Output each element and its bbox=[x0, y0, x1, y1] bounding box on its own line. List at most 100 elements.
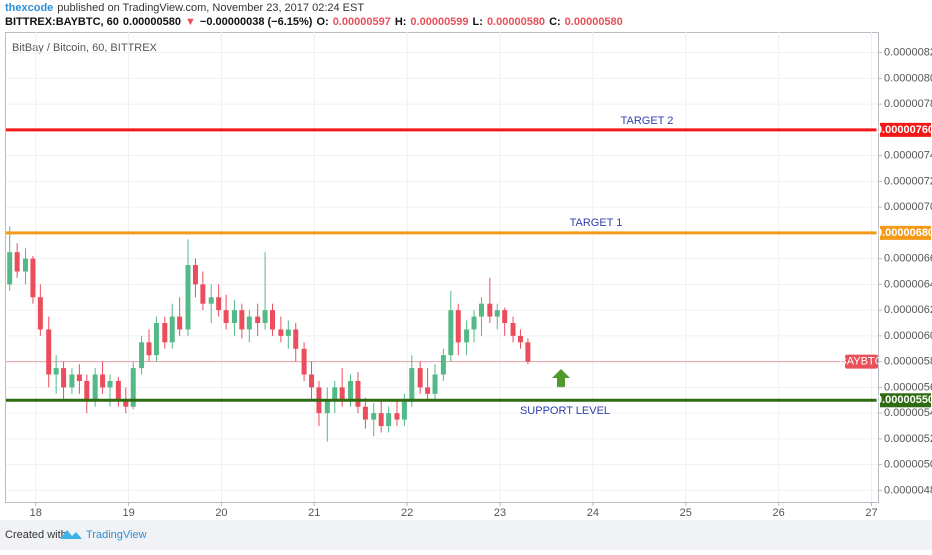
candle-body bbox=[200, 284, 206, 304]
header-text: O: bbox=[316, 16, 328, 28]
candle-body bbox=[432, 374, 438, 394]
candle-body bbox=[301, 348, 307, 375]
level-value-label: 0.00000550 bbox=[876, 394, 932, 406]
candle-body bbox=[208, 297, 214, 304]
candle-body bbox=[371, 413, 377, 420]
header-text: H: bbox=[395, 16, 407, 28]
x-tick-label: 26 bbox=[773, 507, 785, 519]
header-text: 0.00000597 bbox=[333, 16, 391, 28]
candle-body bbox=[162, 323, 168, 343]
header-text: 0.00000580 bbox=[123, 16, 181, 28]
y-tick-label: 0.00000820 bbox=[884, 47, 932, 59]
y-tick-label: 0.00000700 bbox=[884, 201, 932, 213]
y-tick-label: 0.00000640 bbox=[884, 278, 932, 290]
candle-body bbox=[324, 400, 330, 414]
candle-body bbox=[53, 368, 59, 375]
candle-body bbox=[231, 310, 237, 324]
level-value-label: 0.00000760 bbox=[876, 124, 932, 136]
candle-body bbox=[177, 316, 183, 330]
candle-body bbox=[216, 297, 222, 311]
header-text: C: bbox=[549, 16, 561, 28]
candle-body bbox=[362, 406, 368, 420]
candle-body bbox=[478, 303, 484, 317]
candle-body bbox=[494, 310, 500, 317]
level-tag bbox=[880, 225, 931, 240]
candle-body bbox=[417, 368, 423, 388]
y-tick-label: 0.00000580 bbox=[884, 356, 932, 368]
candle-body bbox=[84, 380, 90, 401]
y-tick-label: 0.00000780 bbox=[884, 98, 932, 110]
candle-body bbox=[440, 355, 446, 375]
x-tick-label: 25 bbox=[680, 507, 692, 519]
level-value-label: 0.00000680 bbox=[876, 227, 932, 239]
candle-body bbox=[386, 413, 392, 427]
candle-body bbox=[185, 265, 191, 330]
y-tick-label: 0.00000480 bbox=[884, 484, 932, 496]
candle-body bbox=[146, 342, 152, 356]
header-text: 0.00000580 bbox=[487, 16, 545, 28]
x-tick-label: 24 bbox=[587, 507, 599, 519]
candle-body bbox=[278, 329, 284, 336]
candle-body bbox=[61, 368, 67, 388]
last-price-tag bbox=[845, 354, 878, 369]
candle-body bbox=[23, 258, 29, 272]
candle-body bbox=[355, 380, 361, 407]
y-tick-label: 0.00000540 bbox=[884, 407, 932, 419]
candle-body bbox=[46, 329, 52, 375]
footer-created: Created with bbox=[5, 529, 67, 541]
header-text: 0.00000580 bbox=[565, 16, 623, 28]
candle-body bbox=[425, 387, 431, 394]
candle-body bbox=[293, 329, 299, 349]
candle-body bbox=[123, 400, 129, 407]
y-tick-label: 0.00000800 bbox=[884, 72, 932, 84]
candle-body bbox=[378, 413, 384, 427]
candle-body bbox=[192, 265, 198, 285]
level-annotation: TARGET 2 bbox=[621, 115, 674, 127]
candle-body bbox=[92, 374, 98, 401]
candle-body bbox=[7, 252, 13, 285]
last-price-name: BAYBTC bbox=[839, 356, 882, 368]
candle-body bbox=[502, 310, 508, 324]
candle-body bbox=[464, 329, 470, 343]
level-tag bbox=[880, 122, 931, 137]
candle-body bbox=[285, 329, 291, 336]
candle-body bbox=[339, 387, 345, 401]
x-tick-label: 21 bbox=[308, 507, 320, 519]
candle-body bbox=[169, 316, 175, 343]
candle-body bbox=[525, 342, 531, 362]
candle-body bbox=[409, 368, 415, 401]
candle-body bbox=[270, 310, 276, 330]
level-annotation: TARGET 1 bbox=[570, 217, 623, 229]
y-tick-label: 0.00000520 bbox=[884, 433, 932, 445]
y-tick-label: 0.00000560 bbox=[884, 381, 932, 393]
candle-body bbox=[487, 303, 493, 317]
y-tick-label: 0.00000660 bbox=[884, 253, 932, 265]
y-tick-label: 0.00000600 bbox=[884, 330, 932, 342]
candle-body bbox=[394, 413, 400, 420]
candle-body bbox=[30, 258, 36, 298]
y-tick-label: 0.00000720 bbox=[884, 175, 932, 187]
candle-body bbox=[239, 310, 245, 330]
candle-body bbox=[130, 368, 136, 407]
level-annotation: SUPPORT LEVEL bbox=[520, 405, 610, 417]
candle-body bbox=[448, 310, 454, 356]
header-text: published on TradingView.com, November 2… bbox=[57, 2, 364, 14]
header-text: 0.00000599 bbox=[410, 16, 468, 28]
footer-brand: TradingView bbox=[86, 529, 147, 541]
header-text: ▼ bbox=[185, 16, 196, 28]
candle-body bbox=[37, 297, 43, 330]
candle-body bbox=[107, 380, 113, 388]
candle-body bbox=[223, 310, 229, 324]
candle-body bbox=[471, 316, 477, 330]
candle-body bbox=[100, 374, 106, 388]
candle-body bbox=[455, 310, 461, 343]
candle-body bbox=[348, 380, 354, 401]
header-text: L: bbox=[473, 16, 483, 28]
pane-border bbox=[5, 32, 879, 503]
y-tick-label: 0.00000620 bbox=[884, 304, 932, 316]
footer-logo bbox=[60, 530, 82, 539]
header-text: BITTREX:BAYBTC, 60 bbox=[5, 16, 119, 28]
x-tick-label: 27 bbox=[865, 507, 877, 519]
chart-title: BitBay / Bitcoin, 60, BITTREX bbox=[12, 42, 158, 54]
